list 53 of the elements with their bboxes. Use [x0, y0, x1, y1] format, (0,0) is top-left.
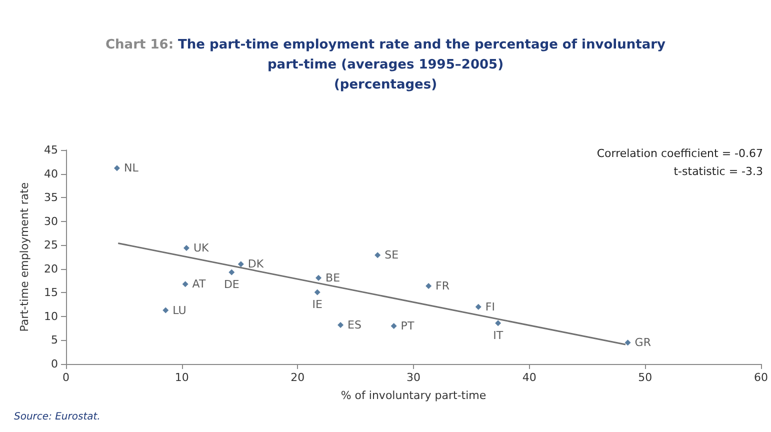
annotation: Correlation coefficient = -0.67 — [596, 147, 764, 160]
point — [624, 340, 631, 346]
data-label: SE — [384, 248, 399, 262]
x-tick-label: 0 — [62, 371, 70, 384]
data-label: IT — [493, 329, 504, 342]
data-label: PT — [400, 319, 414, 332]
y-tick-label: 0 — [51, 358, 58, 370]
y-tick-label: 45 — [44, 144, 58, 156]
x-tick-label: 50 — [638, 371, 652, 384]
data-label: DE — [224, 278, 240, 292]
data-label: AT — [192, 278, 206, 291]
point — [182, 281, 188, 288]
data-label: GR — [634, 336, 652, 350]
data-label: BE — [326, 271, 340, 284]
data-label: ES — [348, 318, 362, 332]
point — [426, 283, 432, 290]
x-tick-label: 60 — [754, 371, 768, 384]
source-note: Source: Eurostat. — [14, 412, 100, 422]
data-label: DK — [248, 258, 264, 271]
y-tick-label: 5 — [51, 334, 58, 347]
point — [316, 274, 322, 281]
point — [183, 244, 190, 251]
x-tick-label: 10 — [174, 371, 189, 384]
point — [314, 289, 320, 296]
point — [390, 322, 397, 329]
x-tick-label: 20 — [290, 371, 305, 384]
y-tick-label: 35 — [44, 191, 58, 204]
point — [114, 165, 120, 172]
point — [228, 269, 235, 276]
chart-title: Chart 16: The part-time employment rate and the percentage of involuntary part-time (averages 1995–2005) (percentages) — [106, 38, 666, 92]
data-label: FR — [436, 280, 450, 293]
y-tick-label: 40 — [44, 167, 58, 180]
annotation: t-statistic = -3.3 — [674, 165, 764, 178]
data-label: LU — [172, 304, 186, 317]
x-axis-title: % of involuntary part-time — [340, 389, 486, 402]
point — [162, 307, 169, 314]
y-tick-label: 20 — [44, 262, 58, 276]
y-tick-label: 25 — [44, 238, 58, 252]
y-axis-title: Part-time employment rate — [18, 182, 31, 332]
point — [238, 261, 244, 268]
y-tick-label: 10 — [44, 310, 58, 323]
data-label: UK — [193, 241, 210, 254]
data-label: NL — [124, 162, 140, 175]
point — [475, 304, 482, 310]
data-label: FI — [485, 300, 495, 314]
point — [338, 322, 344, 328]
x-tick-label: 40 — [522, 371, 536, 384]
data-label: IE — [312, 298, 322, 312]
y-tick-label: 30 — [44, 214, 58, 228]
x-tick-label: 30 — [406, 371, 420, 384]
point — [495, 320, 502, 326]
y-tick-label: 15 — [44, 286, 58, 300]
point — [374, 252, 381, 258]
